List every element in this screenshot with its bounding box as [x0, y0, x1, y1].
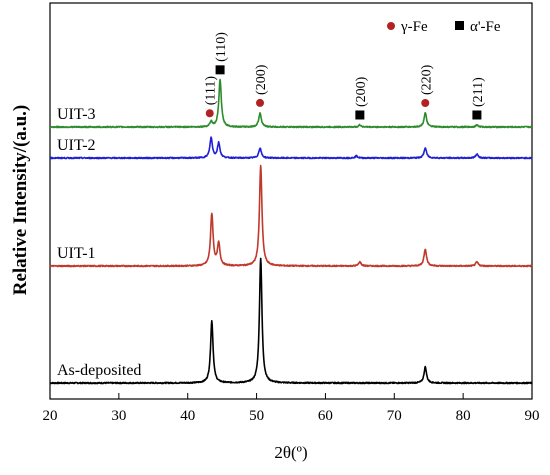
series-label-uit-3: UIT-3 — [57, 106, 96, 123]
alpha-fe-marker — [472, 110, 482, 120]
x-axis-title: 2θ(º) — [274, 443, 307, 462]
gamma-fe-marker — [421, 98, 430, 107]
x-tick-label: 20 — [43, 408, 58, 424]
peak-index-label: (220) — [419, 64, 434, 95]
x-tick-label: 80 — [456, 408, 471, 424]
peak-index-label: (200) — [254, 64, 269, 95]
legend-gamma-fe-label: γ-Fe — [400, 19, 428, 35]
x-tick-label: 90 — [525, 408, 540, 424]
series-line-uit-1 — [49, 164, 533, 268]
series-line-uit-2 — [49, 136, 533, 160]
peak-index-label: (200) — [354, 76, 369, 107]
x-axis: 20 30 40 50 60 70 80 90 — [43, 393, 540, 424]
y-axis-title: Relative Intensity/(a.u.) — [10, 105, 31, 296]
series-line-as-deposited — [49, 257, 533, 385]
series-label-uit-2: UIT-2 — [57, 137, 96, 154]
x-tick-label: 50 — [249, 408, 264, 424]
peak-index-label: (211) — [471, 77, 486, 107]
peak-index-label: (111) — [204, 76, 219, 106]
series-label-uit-1: UIT-1 — [57, 245, 96, 262]
x-tick-label: 70 — [387, 408, 402, 424]
x-tick-label: 40 — [180, 408, 195, 424]
plot-frame — [49, 2, 533, 400]
x-tick-label: 60 — [318, 408, 333, 424]
x-tick-label: 30 — [111, 408, 126, 424]
gamma-fe-marker — [256, 98, 265, 107]
legend: γ-Fe α'-Fe — [387, 19, 501, 35]
legend-alpha-fe-label: α'-Fe — [470, 19, 501, 35]
alpha-fe-marker — [215, 65, 225, 75]
legend-alpha-fe-marker — [455, 21, 464, 30]
series-line-uit-3 — [49, 78, 533, 129]
alpha-fe-marker — [355, 110, 365, 120]
peak-index-label: (110) — [214, 32, 229, 62]
series-label-as-deposited: As-deposited — [57, 362, 141, 379]
series-labels: As-deposited UIT-1 UIT-2 UIT-3 — [57, 106, 141, 379]
legend-gamma-fe-marker — [387, 22, 395, 30]
gamma-fe-marker — [205, 109, 214, 118]
series-group — [49, 78, 533, 385]
peak-annotations: (111) (110) (200) (200) (220) (211) — [204, 32, 486, 120]
